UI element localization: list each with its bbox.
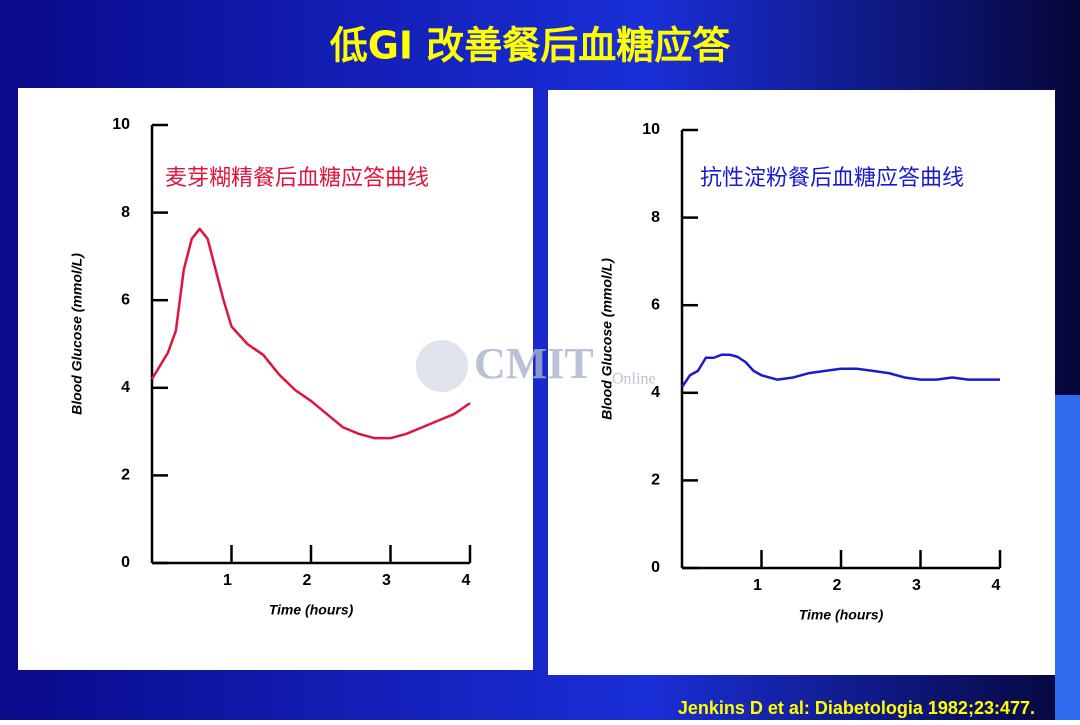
y-tick-label: 8 [121, 204, 130, 221]
x-tick-label: 4 [462, 572, 471, 589]
slide-title: 低GI 改善餐后血糖应答 [330, 24, 732, 68]
panel [548, 90, 1055, 675]
watermark: Online [612, 371, 656, 388]
x-tick-label: 3 [912, 577, 921, 594]
y-tick-label: 2 [651, 472, 660, 489]
x-axis-label: Time (hours) [799, 607, 884, 623]
x-axis-label: Time (hours) [269, 602, 354, 618]
y-tick-label: 10 [642, 121, 660, 138]
y-tick-label: 6 [121, 291, 130, 308]
y-axis-label: Blood Glucose (mmol/L) [599, 258, 615, 420]
x-tick-label: 3 [382, 572, 391, 589]
y-tick-label: 6 [651, 296, 660, 313]
watermark: CMIT [474, 339, 594, 388]
watermark-logo [416, 340, 468, 392]
x-tick-label: 4 [992, 577, 1001, 594]
x-tick-label: 1 [223, 572, 232, 589]
x-tick-label: 2 [833, 577, 842, 594]
annotation: 抗性淀粉餐后血糖应答曲线 [700, 165, 964, 190]
y-tick-label: 8 [651, 209, 660, 226]
data-line [150, 227, 471, 440]
y-tick-label: 2 [121, 467, 130, 484]
y-tick-label: 4 [651, 384, 660, 401]
decoration [1055, 395, 1080, 720]
citation: Jenkins D et al: Diabetologia 1982;23:47… [678, 698, 1035, 718]
y-tick-label: 10 [112, 116, 130, 133]
annotation: 麦芽糊精餐后血糖应答曲线 [165, 165, 429, 190]
x-tick-label: 2 [303, 572, 312, 589]
y-tick-label: 0 [121, 554, 130, 571]
y-axis-label: Blood Glucose (mmol/L) [69, 253, 85, 415]
y-tick-label: 4 [121, 379, 130, 396]
y-tick-label: 0 [651, 559, 660, 576]
data-line [680, 353, 1000, 388]
x-tick-label: 1 [753, 577, 762, 594]
